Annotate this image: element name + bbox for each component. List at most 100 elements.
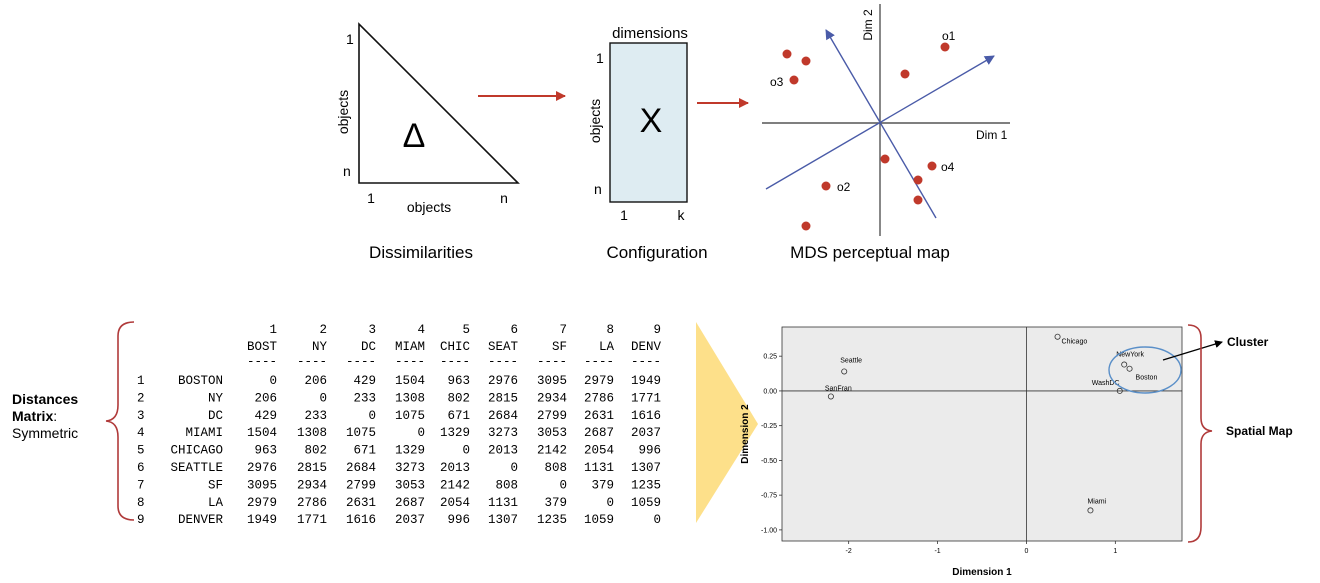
perceptual-map-dots (782, 42, 950, 231)
matrix-row-name: SF (208, 478, 223, 492)
triangle-ylabel: objects (335, 90, 351, 134)
matrix-col-number: 2 (319, 323, 327, 337)
matrix-col-name: DC (361, 340, 376, 354)
matrix-row-name: MIAMI (185, 426, 223, 440)
matrix-cell: 2037 (395, 513, 425, 527)
matrix-col-name: SEAT (488, 340, 519, 354)
matrix-row-number: 3 (137, 409, 145, 423)
chart-point (1126, 365, 1133, 372)
matrix-col-dash: ---- (395, 355, 425, 369)
matrix-cell: 0 (269, 374, 277, 388)
matrix-row: 4 MIAMI 1504 1308 1075 0 1329 3273 3053 2687 2037 (137, 426, 661, 440)
triangle-axis-n: n (343, 163, 351, 179)
map-dot (913, 195, 923, 205)
matrix-cell: 2054 (584, 444, 614, 458)
matrix-cell: 963 (254, 444, 277, 458)
matrix-cell: 1059 (584, 513, 614, 527)
matrix-cell: 379 (591, 478, 614, 492)
matrix-cell: 2687 (584, 426, 614, 440)
matrix-cell: 3273 (395, 461, 425, 475)
chart-ticks: -2 -1 0 1 0.25 0.00 -0.25 -0.50 -0.75 -1.00 (761, 354, 1117, 555)
chart-point (827, 393, 834, 400)
matrix-cell: 0 (368, 409, 376, 423)
chart-ylabel: Dimension 2 (740, 404, 751, 464)
matrix-header-dashes: ---- ---- ---- ---- ---- ---- ---- ---- … (247, 355, 661, 369)
dim1-label: Dim 1 (976, 128, 1008, 142)
matrix-cell: 2142 (440, 478, 470, 492)
matrix-cell: 2631 (584, 409, 614, 423)
matrix-cell: 1949 (631, 374, 661, 388)
cluster-ellipse (1108, 346, 1182, 394)
map-dot (821, 181, 831, 191)
matrix-cell: 2684 (488, 409, 518, 423)
matrix-cell: 3273 (488, 426, 518, 440)
map-dot (880, 154, 890, 164)
matrix-cell: 2013 (488, 444, 518, 458)
matrix-cell: 2684 (346, 461, 376, 475)
label-o2: o2 (837, 180, 851, 194)
chart-point-label: Miami (1087, 498, 1106, 505)
matrix-cell: 808 (495, 478, 518, 492)
matrix-col-dash: ---- (297, 355, 327, 369)
distances-matrix-label: Distances Matrix: Symmetric (12, 391, 78, 441)
matrix-cell: 802 (447, 391, 470, 405)
matrix-cell: 206 (254, 391, 277, 405)
delta-symbol: Δ (403, 117, 426, 155)
matrix-cell: 0 (606, 496, 614, 510)
matrix-cell: 0 (653, 513, 661, 527)
matrix-row-number: 4 (137, 426, 145, 440)
matrix-cell: 1308 (395, 391, 425, 405)
matrix-cell: 233 (353, 391, 376, 405)
matrix-cell: 671 (353, 444, 376, 458)
matrix-cell: 1329 (440, 426, 470, 440)
matrix-col-name: SF (552, 340, 567, 354)
configuration-col-1: 1 (620, 207, 628, 223)
label-o4: o4 (941, 160, 955, 174)
matrix-cell: 1075 (395, 409, 425, 423)
spatial-map-annotation: Spatial Map (1226, 424, 1293, 438)
matrix-cell: 0 (510, 461, 518, 475)
chart-xtick-label: -2 (846, 548, 852, 555)
chart-ytick-label: 0.00 (763, 388, 777, 395)
matrix-row-name: CHICAGO (170, 444, 223, 458)
matrix-cell: 2631 (346, 496, 376, 510)
matrix-cell: 3053 (395, 478, 425, 492)
matrix-row-name: LA (208, 496, 224, 510)
matrix-col-name: LA (599, 340, 615, 354)
matrix-col-number: 6 (510, 323, 518, 337)
matrix-cell: 206 (304, 374, 327, 388)
matrix-col-number: 3 (368, 323, 376, 337)
matrix-col-dash: ---- (247, 355, 277, 369)
matrix-row-name: DC (208, 409, 223, 423)
matrix-cell: 2976 (488, 374, 518, 388)
matrix-cell: 1504 (247, 426, 277, 440)
configuration-row-1: 1 (596, 50, 604, 66)
matrix-cell: 2786 (297, 496, 327, 510)
matrix-col-dash: ---- (440, 355, 470, 369)
matrix-row: 9 DENVER 1949 1771 1616 2037 996 1307 1235 1059 0 (137, 513, 661, 527)
matrix-cell: 1131 (584, 461, 614, 475)
matrix-cell: 233 (304, 409, 327, 423)
matrix-cell: 1949 (247, 513, 277, 527)
matrix-cell: 429 (254, 409, 277, 423)
chart-xtick-label: 0 (1024, 548, 1028, 555)
chart-xtick-label: -1 (934, 548, 940, 555)
matrix-cell: 3095 (537, 374, 567, 388)
matrix-row: 7 SF 3095 2934 2799 3053 2142 808 0 379 1235 (137, 478, 661, 492)
matrix-row-name: DENVER (178, 513, 224, 527)
matrix-col-name: NY (312, 340, 328, 354)
chevron-arrow (696, 322, 758, 523)
matrix-row: 3 DC 429 233 0 1075 671 2684 2799 2631 1616 (137, 409, 661, 423)
matrix-cell: 963 (447, 374, 470, 388)
chart-point (841, 368, 848, 375)
matrix-label: Matrix: (12, 408, 57, 424)
cluster-annotation: Cluster (1227, 335, 1269, 349)
matrix-cell: 2934 (537, 391, 567, 405)
matrix-row: 2 NY 206 0 233 1308 802 2815 2934 2786 1771 (137, 391, 661, 405)
matrix-cell: 2799 (537, 409, 567, 423)
distance-matrix: 1 2 3 4 5 6 7 8 9 BOST NY DC MIAM CHIC S… (137, 323, 661, 527)
matrix-cell: 429 (353, 374, 376, 388)
label-o3: o3 (770, 75, 784, 89)
matrix-row-number: 2 (137, 391, 145, 405)
